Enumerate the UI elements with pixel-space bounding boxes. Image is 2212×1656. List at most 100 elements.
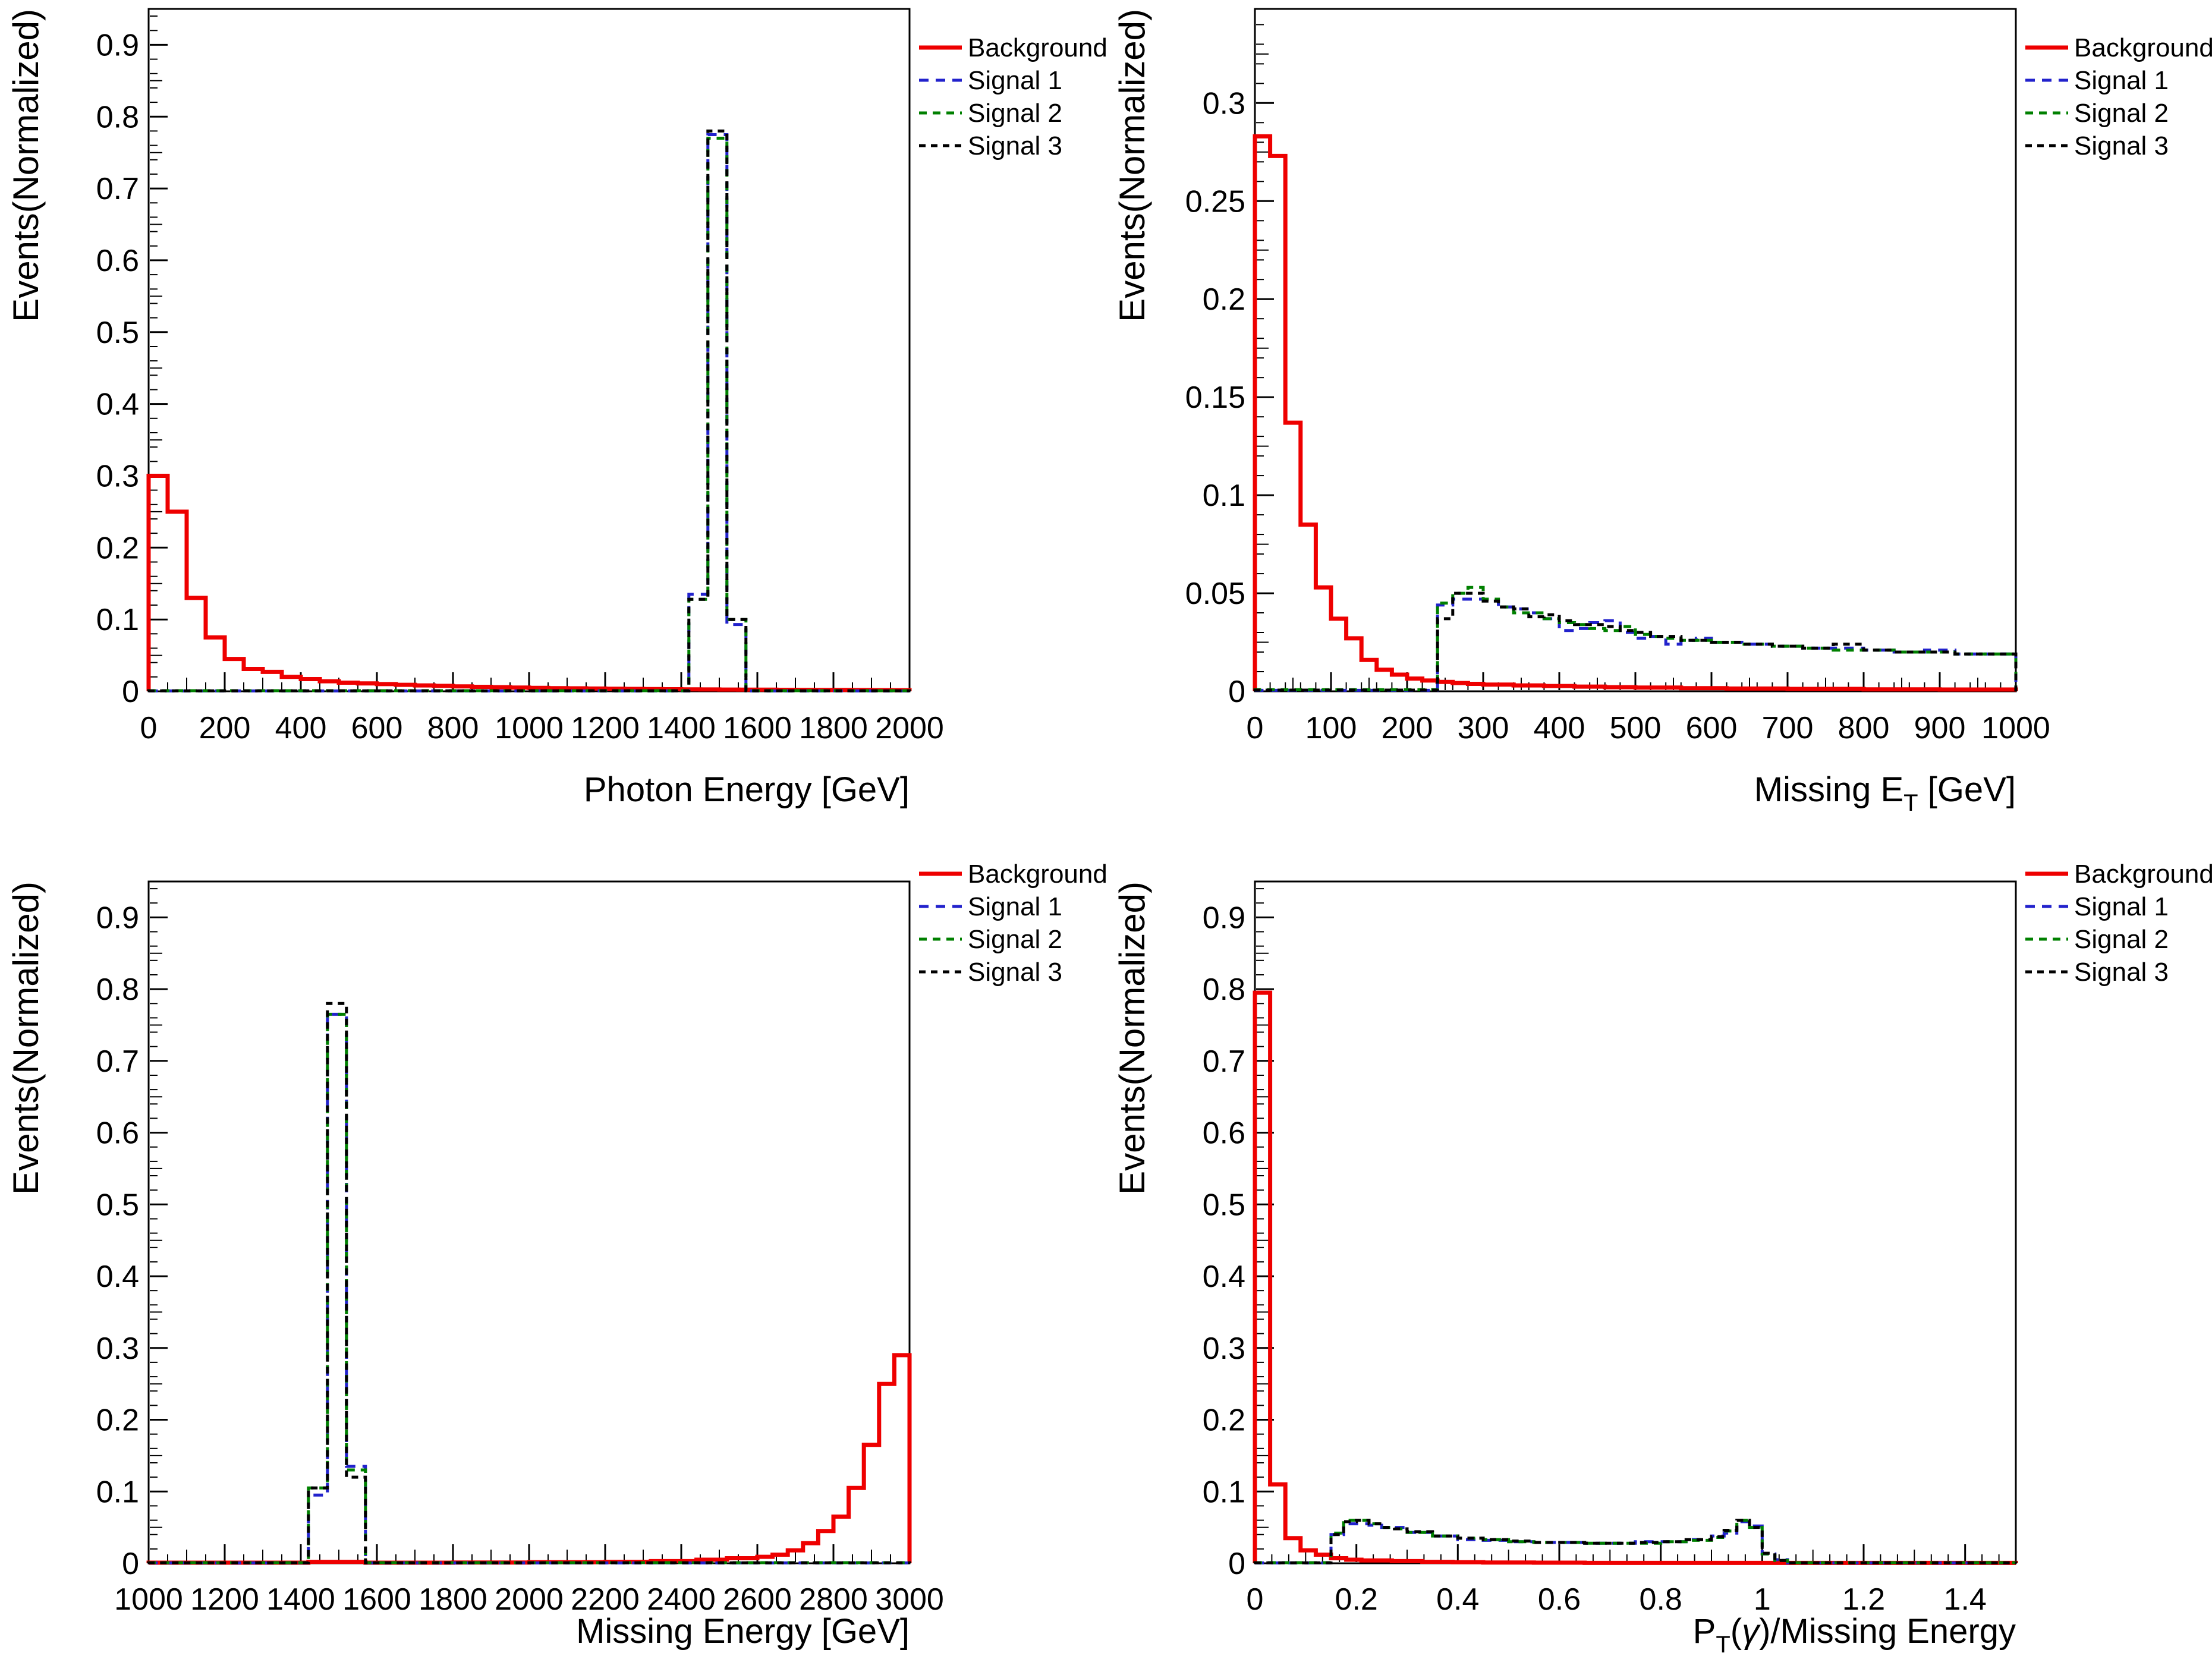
legend-label: Signal 2	[968, 99, 1062, 128]
y-tick-label: 0.7	[1203, 1044, 1245, 1079]
y-tick-label: 0.4	[96, 1260, 139, 1294]
y-tick-label: 0.2	[1203, 282, 1245, 317]
chart-pt-gamma-over-missing-energy: 0 0.2 0.4 0.6 0.8 1 1.2 1.400.10.20.30.40.50.60…	[1112, 860, 2212, 1656]
legend: Background Signal 1 Signal 2 Signal 3	[919, 33, 1107, 160]
x-tick-label: 2400	[647, 1582, 716, 1617]
y-tick-label: 0.4	[1203, 1260, 1245, 1294]
plot-frame	[1254, 880, 2017, 1564]
legend-label: Signal 3	[2074, 958, 2169, 987]
series-signal-2	[1253, 585, 2018, 691]
y-tick-label: 0.9	[1203, 901, 1245, 935]
series-background	[146, 1353, 912, 1565]
y-tick-label: 0.1	[1203, 478, 1245, 513]
y-tick-label: 0.6	[96, 244, 139, 278]
legend-label: Background	[968, 33, 1106, 62]
series-signal-1	[147, 1012, 911, 1564]
x-axis-title: Missing Energy [GeV]	[576, 1612, 910, 1651]
legend-label: Signal 3	[2074, 131, 2169, 160]
legend-label: Background	[968, 860, 1106, 889]
y-tick-label: 0.8	[96, 972, 139, 1007]
y-axis-title: Events(Normalized)	[6, 881, 46, 1195]
x-tick-label: 400	[1534, 711, 1585, 745]
legend-label: Background	[2074, 860, 2212, 889]
series-signal-2	[147, 1012, 911, 1564]
y-tick-label: 0.1	[1203, 1475, 1245, 1509]
series-background	[146, 474, 912, 692]
y-tick-label: 0.5	[1203, 1188, 1245, 1222]
x-tick-label: 1000	[1981, 711, 2050, 745]
x-axis: 0 0.2 0.4 0.6 0.8 1 1.2 1.4	[1247, 1544, 2016, 1617]
y-tick-label: 0.2	[1203, 1403, 1245, 1438]
x-tick-label: 2000	[875, 711, 944, 745]
y-tick-label: 0.8	[1203, 972, 1245, 1007]
x-tick-label: 1000	[495, 711, 564, 745]
x-tick-label: 1600	[342, 1582, 411, 1617]
x-tick-label: 0.8	[1640, 1582, 1682, 1617]
x-tick-label: 800	[427, 711, 479, 745]
y-tick-label: 0.3	[1203, 1331, 1245, 1366]
x-tick-label: 600	[351, 711, 403, 745]
x-tick-label: 1200	[190, 1582, 259, 1617]
y-axis-title: Events(Normalized)	[1112, 881, 1152, 1195]
series-signal-1	[147, 133, 911, 692]
x-tick-label: 800	[1838, 711, 1890, 745]
legend-label: Signal 1	[968, 66, 1062, 95]
legend: Background Signal 1 Signal 2 Signal 3	[919, 860, 1107, 987]
y-tick-label: 0	[122, 1547, 139, 1581]
legend-label: Signal 2	[968, 925, 1062, 954]
x-axis-title: Photon Energy [GeV]	[584, 770, 910, 809]
y-tick-label: 0.05	[1185, 577, 1245, 611]
y-axis: 0 0.1 0.2 0.3 0.4 0.5 0.6 0.7 0.8 0.9	[96, 881, 168, 1581]
series-signal-3	[147, 1002, 911, 1564]
legend-label: Signal 3	[968, 131, 1062, 160]
y-tick-label: 0.5	[96, 1188, 139, 1222]
legend: Background Signal 1 Signal 2 Signal 3	[2025, 33, 2212, 160]
x-axis: 0 100 200 300 400 500 600 700 800 900 1000	[1247, 672, 2050, 745]
x-tick-label: 2800	[799, 1582, 868, 1617]
y-tick-label: 0.1	[96, 603, 139, 637]
x-tick-label: 400	[275, 711, 327, 745]
x-tick-label: 200	[1382, 711, 1433, 745]
y-tick-label: 0.4	[96, 388, 139, 422]
legend-label: Signal 2	[2074, 99, 2169, 128]
series-background	[1253, 990, 2018, 1565]
y-axis-title: Events(Normalized)	[1112, 9, 1152, 322]
y-tick-label: 0.7	[96, 172, 139, 206]
legend-label: Signal 1	[968, 892, 1062, 921]
x-tick-label: 0.4	[1436, 1582, 1479, 1617]
y-axis: 0 0.1 0.2 0.3 0.4 0.5 0.6 0.7 0.8 0.9	[96, 8, 168, 709]
y-tick-label: 0.9	[96, 28, 139, 62]
x-tick-label: 0	[1247, 1582, 1264, 1617]
y-tick-label: 0.3	[1203, 86, 1245, 121]
x-tick-label: 0	[1247, 711, 1264, 745]
y-tick-label: 0	[122, 675, 139, 709]
x-tick-label: 1800	[799, 711, 868, 745]
x-tick-label: 0.2	[1335, 1582, 1378, 1617]
x-tick-label: 1	[1754, 1582, 1771, 1617]
x-tick-label: 2200	[571, 1582, 640, 1617]
panel-pt-gamma-ratio: 0 0.2 0.4 0.6 0.8 1 1.2 1.4 0 0.1 0.2 0.3 0.4 0.5 0.6 0…	[1106, 826, 2212, 1656]
x-tick-label: 600	[1686, 711, 1738, 745]
legend-label: Signal 1	[2074, 892, 2169, 921]
legend-label: Signal 2	[2074, 925, 2169, 954]
chart-missing-energy: 1000 1200 1400 1600 1800 2000 2200 2400 2600 2800…	[6, 860, 1107, 1651]
x-axis: 0 200 400 600 800 1000 1200 1400 1600 1800 2000	[140, 672, 944, 745]
x-tick-label: 700	[1762, 711, 1814, 745]
legend: Background Signal 1 Signal 2 Signal 3	[2025, 860, 2212, 987]
y-axis: 0 0.05 0.1 0.15 0.2 0.25 0.3	[1185, 24, 1274, 709]
series-background	[1253, 134, 2018, 692]
y-tick-label: 0	[1228, 675, 1245, 709]
series-signal-3	[1253, 591, 2018, 692]
y-axis-title: Events(Normalized)	[6, 9, 46, 322]
chart-missing-et: 0 100 200 300 400 500 600 700 800 900 1000 0 0.05 0.1…	[1112, 8, 2212, 816]
y-tick-label: 0.5	[96, 316, 139, 350]
x-axis-title: PT(γ)/Missing Energy	[1693, 1612, 2016, 1653]
x-axis: 1000 1200 1400 1600 1800 2000 2200 2400 2600 2800…	[114, 1544, 944, 1617]
y-axis: 0 0.1 0.2 0.3 0.4 0.5 0.6 0.7 0.8 0.9	[1203, 881, 1274, 1581]
x-tick-label: 200	[199, 711, 251, 745]
x-tick-label: 500	[1610, 711, 1662, 745]
panel-missing-energy: 1000 1200 1400 1600 1800 2000 2200 2400 2600 2800…	[0, 826, 1107, 1656]
y-tick-label: 0.1	[96, 1475, 139, 1509]
chart-photon-energy: 0 200 400 600 800 1000 1200 1400 1600 1800 2000 0 0.…	[6, 8, 1107, 809]
